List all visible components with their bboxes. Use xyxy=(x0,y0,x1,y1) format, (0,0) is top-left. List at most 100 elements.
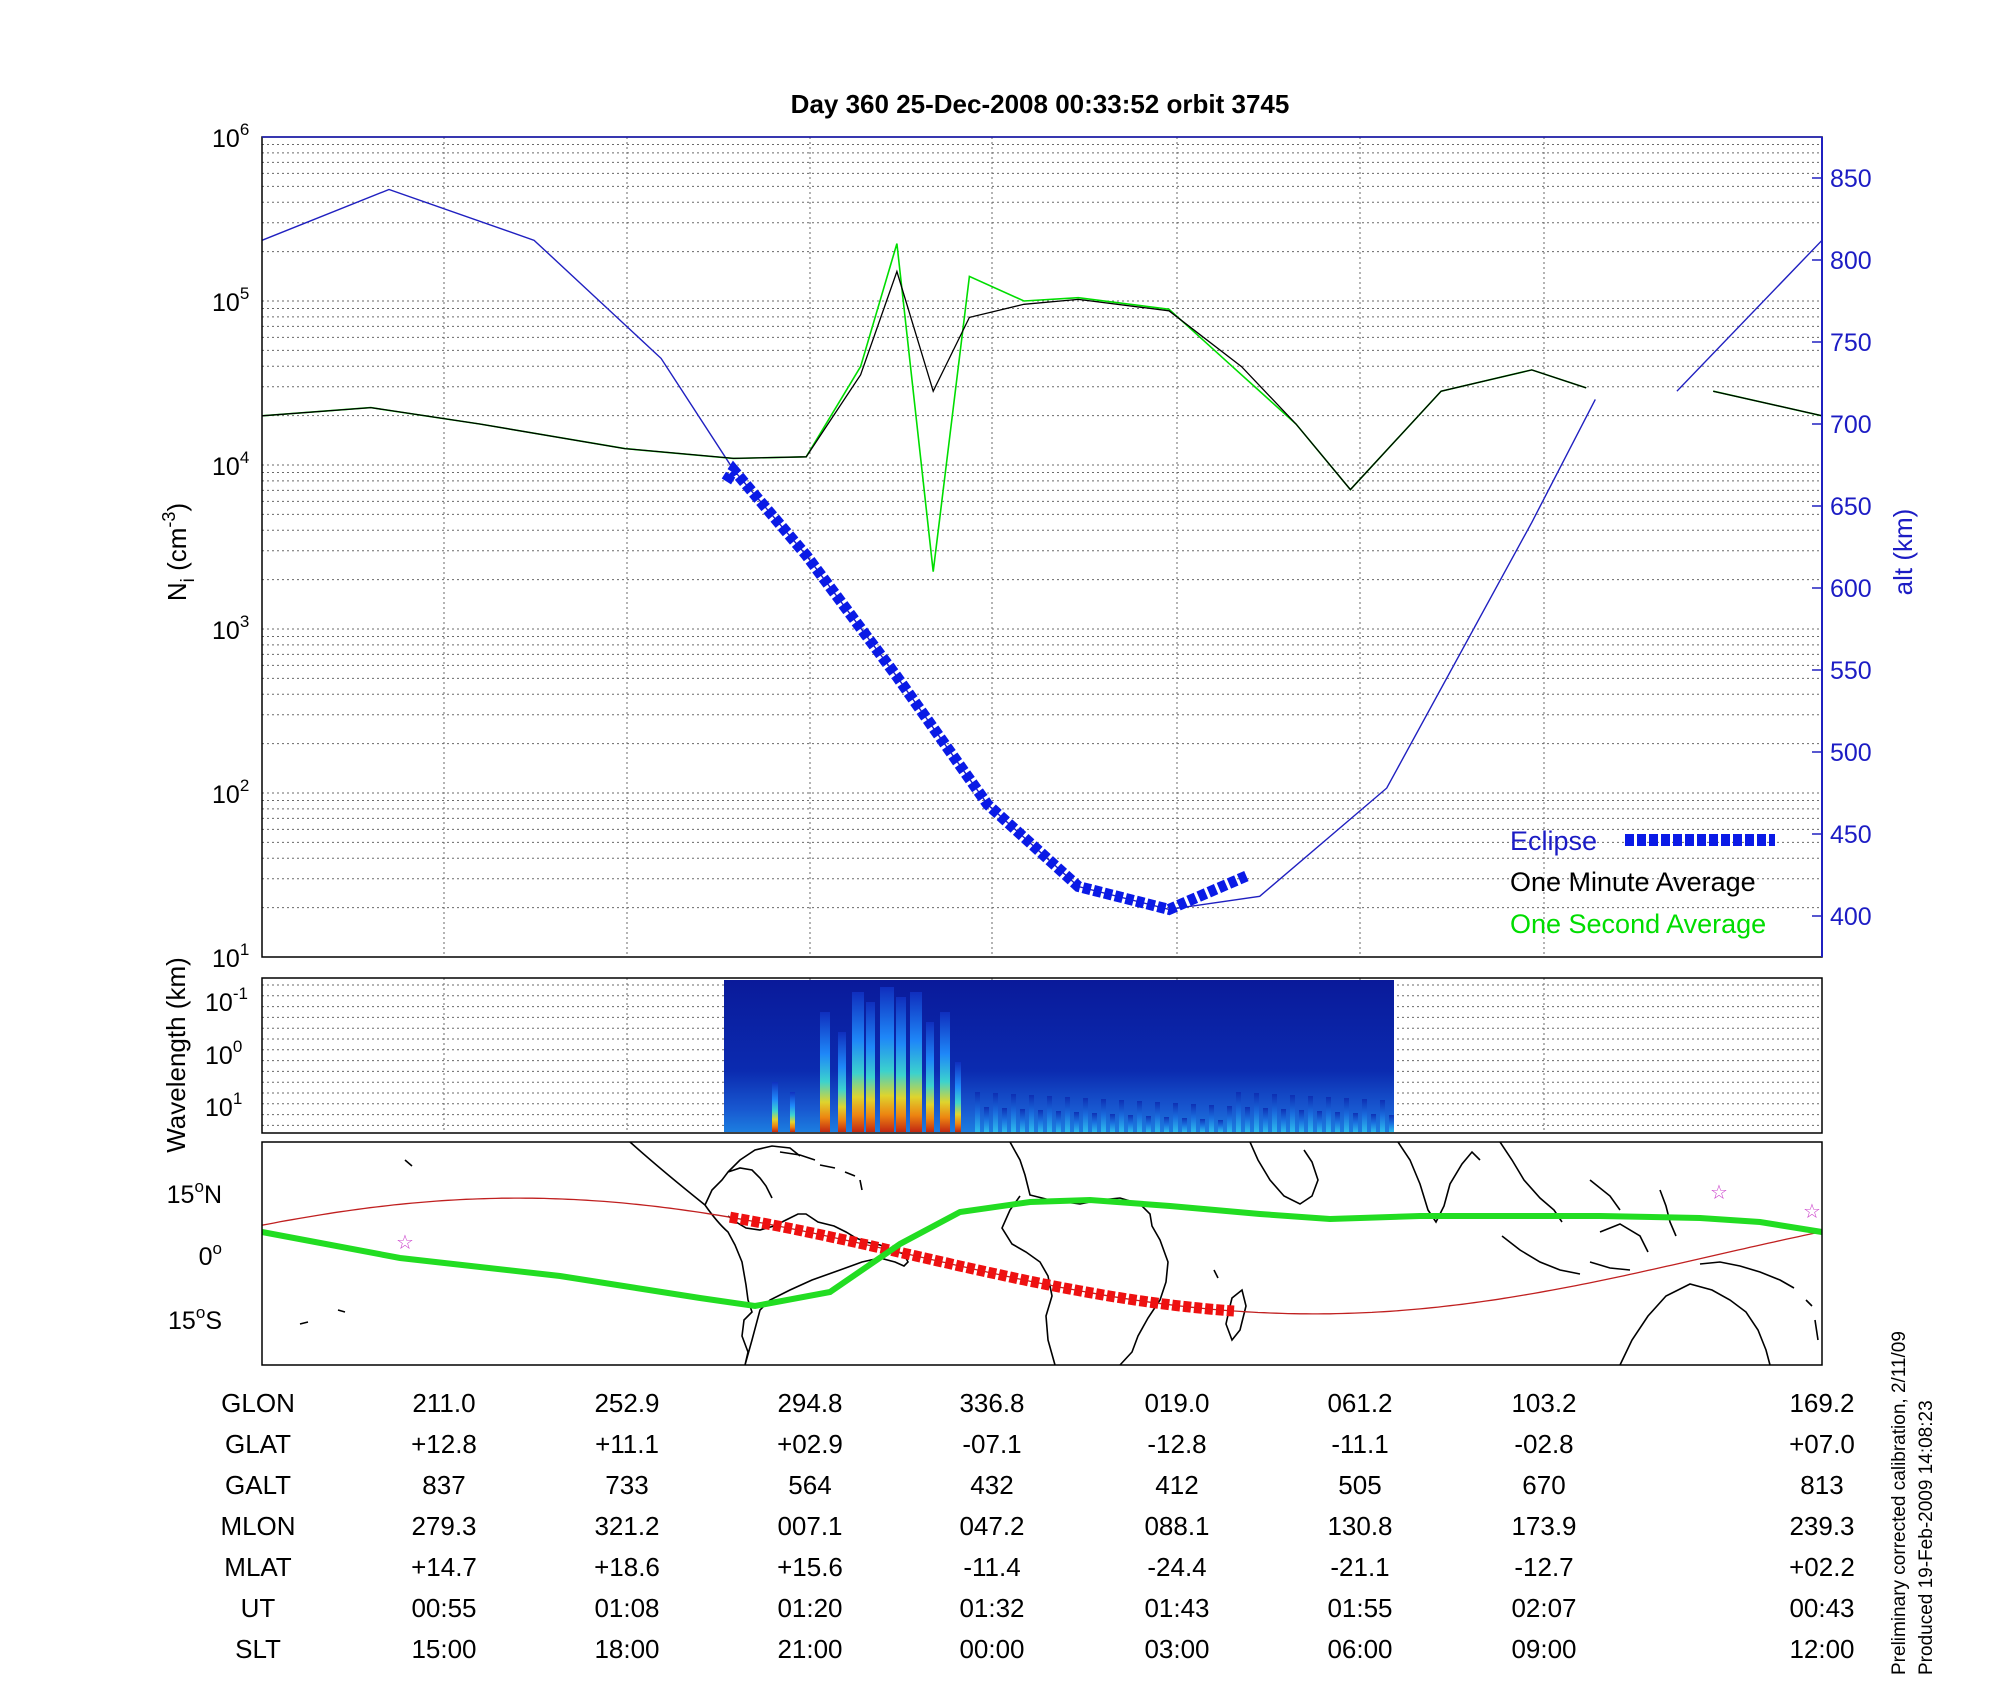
tick-degree-sign: o xyxy=(194,1177,203,1196)
table-cell: 279.3 xyxy=(411,1511,476,1541)
tick-exponent: 6 xyxy=(240,120,249,139)
table-row-label: UT xyxy=(241,1593,276,1623)
tick-exponent: 1 xyxy=(240,940,249,959)
star-marker-icon: ☆ xyxy=(1710,1180,1728,1204)
spectrogram-low-activity xyxy=(975,1092,980,1132)
spectrogram-low-activity xyxy=(1209,1105,1214,1132)
table-cell: 007.1 xyxy=(777,1511,842,1541)
spectrogram-low-activity xyxy=(1110,1114,1115,1132)
table-cell: 173.9 xyxy=(1511,1511,1576,1541)
tick-exponent: -1 xyxy=(233,984,248,1003)
tick-base: 10 xyxy=(212,945,240,973)
density-tick-label: 105 xyxy=(212,284,249,317)
table-cell: 103.2 xyxy=(1511,1388,1576,1418)
spectrogram-low-activity xyxy=(1263,1108,1268,1132)
map-tick-label: 0o xyxy=(199,1239,222,1271)
tick-exponent: 2 xyxy=(240,776,249,795)
spectrogram-low-activity xyxy=(1353,1113,1358,1132)
table-cell: 336.8 xyxy=(959,1388,1024,1418)
table-row-label: MLAT xyxy=(224,1552,292,1582)
spectrogram-low-activity xyxy=(1074,1112,1079,1132)
one-minute-average-line xyxy=(1713,390,1823,417)
tick-exponent: 1 xyxy=(233,1089,242,1108)
spectrogram-low-activity xyxy=(984,1107,989,1132)
altitude-line xyxy=(261,188,1596,911)
table-cell: 130.8 xyxy=(1327,1511,1392,1541)
tick-base: 10 xyxy=(205,989,233,1017)
footer-line1: Preliminary corrected calibration, 2/11/… xyxy=(1889,1331,1910,1675)
table-row-label: GLAT xyxy=(225,1429,291,1459)
coastline-caribbean xyxy=(779,1151,863,1191)
chart-title: Day 360 25-Dec-2008 00:33:52 orbit 3745 xyxy=(791,89,1290,119)
legend-eclipse-label: Eclipse xyxy=(1510,826,1597,856)
ground-track-eclipse xyxy=(729,1211,1235,1317)
table-cell: -21.1 xyxy=(1330,1552,1389,1582)
table-cell: -02.8 xyxy=(1514,1429,1573,1459)
table-cell: +07.0 xyxy=(1789,1429,1855,1459)
table-cell: 412 xyxy=(1155,1470,1198,1500)
spectrogram-low-activity xyxy=(1038,1110,1043,1132)
table-cell: 733 xyxy=(605,1470,648,1500)
one-second-average-line xyxy=(261,243,1587,572)
tick-base: 10 xyxy=(212,781,240,809)
spectrogram-burst xyxy=(866,1002,875,1132)
table-cell: +18.6 xyxy=(594,1552,660,1582)
spectrogram-low-activity xyxy=(1182,1118,1187,1132)
spectrogram-frame xyxy=(261,977,1823,1134)
tick-hemisphere: N xyxy=(204,1181,222,1209)
spectrogram-low-activity xyxy=(1020,1109,1025,1132)
spectrogram-low-activity xyxy=(1371,1114,1376,1132)
tick-degrees: 15 xyxy=(168,1307,196,1335)
tick-base: 10 xyxy=(212,289,240,317)
star-marker-icon: ☆ xyxy=(1803,1199,1821,1223)
table-cell: +14.7 xyxy=(411,1552,477,1582)
density-tick-label: 106 xyxy=(212,120,249,153)
tick-exponent: 5 xyxy=(240,284,249,303)
table-cell: 239.3 xyxy=(1789,1511,1854,1541)
table-cell: 00:43 xyxy=(1789,1593,1854,1623)
legend: Eclipse One Minute Average One Second Av… xyxy=(1510,826,1775,939)
table-cell: -24.4 xyxy=(1147,1552,1206,1582)
spectrogram-low-activity xyxy=(1047,1096,1052,1132)
altitude-tick-label: 500 xyxy=(1830,739,1872,767)
altitude-ticks: 400 450 500 550 600 650 700 750 800 850 xyxy=(1812,165,1872,931)
table-cell: 01:32 xyxy=(959,1593,1024,1623)
table-cell: 03:00 xyxy=(1144,1634,1209,1664)
table-cell: +15.6 xyxy=(777,1552,843,1582)
spectrogram-low-activity xyxy=(1155,1102,1160,1132)
spectrogram-tick-label: 10-1 xyxy=(205,984,248,1017)
spectrogram-tick-label: 100 xyxy=(205,1037,242,1070)
spectrogram-low-activity xyxy=(1083,1098,1088,1132)
tick-base: 10 xyxy=(212,453,240,481)
spectrogram-low-activity xyxy=(1146,1116,1151,1132)
altitude-tick-label: 850 xyxy=(1830,165,1872,193)
table-cell: 321.2 xyxy=(594,1511,659,1541)
table-cell: -12.7 xyxy=(1514,1552,1573,1582)
table-cell: +11.1 xyxy=(595,1429,659,1459)
spectrogram-low-activity xyxy=(1389,1115,1394,1132)
spectrogram-low-activity xyxy=(1254,1093,1259,1132)
table-cell: 01:08 xyxy=(594,1593,659,1623)
spectrogram-low-activity xyxy=(1326,1097,1331,1132)
table-row-label: SLT xyxy=(235,1634,281,1664)
tick-hemisphere: S xyxy=(205,1307,222,1335)
density-tick-label: 103 xyxy=(212,612,249,645)
spectrogram-low-activity xyxy=(993,1093,998,1132)
altitude-tick-label: 800 xyxy=(1830,247,1872,275)
spectrogram-burst xyxy=(790,1092,795,1132)
altitude-tick-label: 550 xyxy=(1830,657,1872,685)
spectrogram-low-activity xyxy=(1218,1120,1223,1132)
legend-one-second-label: One Second Average xyxy=(1510,909,1766,939)
table-cell: 00:55 xyxy=(411,1593,476,1623)
tick-degree-sign: o xyxy=(213,1239,222,1258)
table-cell: 21:00 xyxy=(777,1634,842,1664)
altitude-tick-label: 400 xyxy=(1830,903,1872,931)
tick-base: 10 xyxy=(205,1094,233,1122)
altitude-axis-label: alt (km) xyxy=(1888,509,1918,596)
spectrogram-low-activity xyxy=(1236,1092,1241,1132)
table-cell: 564 xyxy=(788,1470,831,1500)
table-cell: 670 xyxy=(1522,1470,1565,1500)
